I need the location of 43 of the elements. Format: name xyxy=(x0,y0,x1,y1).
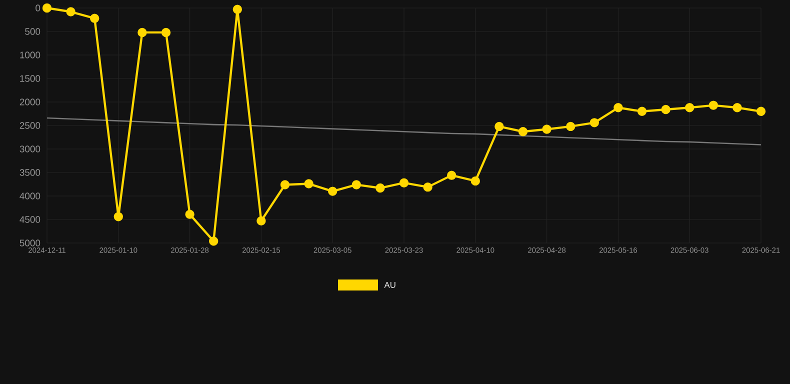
point xyxy=(304,179,314,188)
point xyxy=(232,4,242,14)
point xyxy=(637,106,647,116)
point xyxy=(352,180,361,190)
y-tick-label: 4500 xyxy=(20,216,40,223)
y-tick-label: 1500 xyxy=(20,75,40,82)
y-tick-label: 3000 xyxy=(20,146,40,152)
point xyxy=(90,14,100,23)
point xyxy=(566,122,576,132)
point xyxy=(399,178,409,188)
point xyxy=(732,103,742,112)
point xyxy=(661,104,670,114)
point xyxy=(708,100,718,110)
point xyxy=(756,106,766,116)
point xyxy=(614,103,623,112)
y-tick-label: 4000 xyxy=(20,192,40,200)
point xyxy=(209,236,218,246)
point xyxy=(66,7,76,16)
point xyxy=(161,28,171,38)
y-tick-label: 2000 xyxy=(20,98,40,106)
point xyxy=(138,28,147,38)
point xyxy=(42,3,52,13)
point xyxy=(447,170,456,180)
y-tick-label: 500 xyxy=(25,28,40,35)
legend-label: AU xyxy=(384,282,396,288)
y-tick-label: 2500 xyxy=(20,122,40,129)
point xyxy=(280,180,290,190)
point xyxy=(256,216,266,226)
point xyxy=(114,212,123,222)
y-tick-label: 3500 xyxy=(20,169,40,176)
point xyxy=(328,186,338,196)
point xyxy=(685,103,694,112)
point xyxy=(376,183,385,193)
point xyxy=(494,122,504,132)
point xyxy=(470,176,480,186)
y-tick-label: 1000 xyxy=(20,52,40,58)
y-tick-label: 0 xyxy=(36,4,40,12)
point xyxy=(423,182,432,192)
point xyxy=(185,210,194,219)
point xyxy=(518,127,528,136)
point xyxy=(590,118,600,128)
y-tick-label: 5000 xyxy=(20,240,40,246)
point xyxy=(542,124,552,134)
